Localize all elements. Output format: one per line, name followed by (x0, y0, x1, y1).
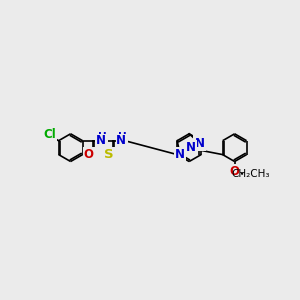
Text: N: N (194, 136, 205, 150)
Text: N: N (96, 134, 106, 147)
Text: Cl: Cl (44, 128, 56, 141)
Text: N: N (116, 134, 126, 147)
Text: O: O (84, 148, 94, 161)
Text: CH₂CH₃: CH₂CH₃ (232, 169, 270, 179)
Text: H: H (98, 132, 107, 142)
Text: H: H (118, 132, 127, 142)
Text: O: O (230, 165, 240, 178)
Text: N: N (185, 141, 196, 154)
Text: S: S (104, 148, 114, 161)
Text: N: N (175, 148, 185, 161)
